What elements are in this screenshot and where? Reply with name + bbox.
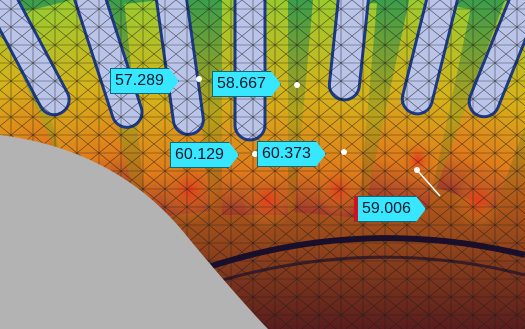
probe-point-2[interactable] xyxy=(294,82,300,88)
probe-label-4[interactable]: 60.373 xyxy=(257,141,326,167)
probe-point-3[interactable] xyxy=(252,151,258,157)
gray-overlay-corner xyxy=(0,135,268,329)
probe-label-1[interactable]: 57.289 xyxy=(110,68,179,94)
probe-label-3[interactable]: 60.129 xyxy=(170,142,239,168)
probe-label-2[interactable]: 58.667 xyxy=(212,71,281,97)
probe-label-5[interactable]: 59.006 xyxy=(354,196,426,222)
probe-leader-5 xyxy=(416,169,441,197)
probe-point-1[interactable] xyxy=(196,76,202,82)
probe-point-4[interactable] xyxy=(341,149,347,155)
probe-point-5[interactable] xyxy=(414,167,420,173)
